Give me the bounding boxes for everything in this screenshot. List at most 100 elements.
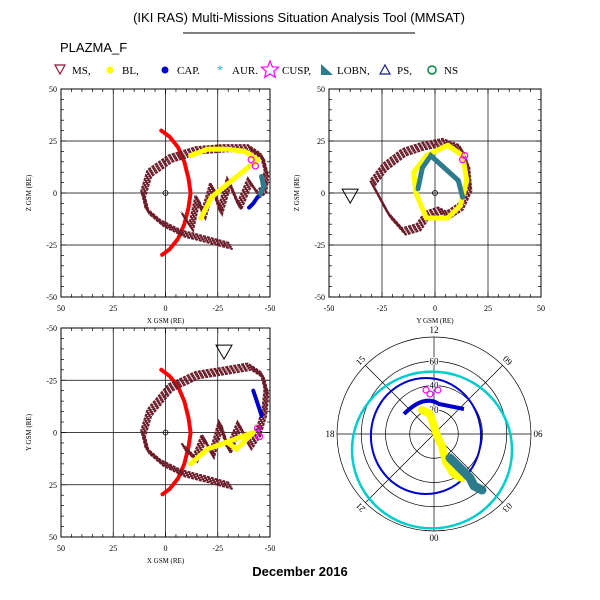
legend-label: CAP. [177,65,200,77]
cusp-point [255,433,264,441]
y-tick-label: 0 [53,429,57,438]
earth-marker [162,190,169,196]
panel-yz: -50 -25 0 25 50 50 25 0 -25 -50 Y GSM (RE) Z GSM (R… [293,85,545,325]
legend-item-ns: NS [427,65,458,77]
y-tick-label: 50 [49,85,57,94]
y-tick-label: 25 [49,137,57,146]
cap-oval [369,377,483,495]
cusp-point [253,424,262,432]
y-tick-label: -25 [46,376,57,385]
orbit-trace [372,143,473,236]
cusp-point [458,156,467,164]
x-tick-label: 25 [484,304,492,313]
cap-series [251,388,264,418]
mlt-hour-label: 21 [354,501,367,514]
x-tick-label: 50 [57,544,65,553]
spacecraft-marker [215,344,233,361]
dot-marker [161,66,169,74]
polar-cap-segment [402,398,465,416]
data-layer [369,137,473,236]
x-axis-label: Y GSM (RE) [416,317,454,325]
orbit-trace [142,366,269,488]
legend-item-ps: PS, [378,63,412,77]
bow-shock-series [159,128,193,258]
latitude-ring [385,385,483,483]
legend-label: AUR. [232,65,258,77]
x-axis-label: X GSM (RE) [147,557,185,565]
spacecraft-marker [341,188,360,205]
x-tick-label: 25 [109,544,117,553]
x-tick-label: -25 [377,304,388,313]
x-tick-label: 0 [164,304,168,313]
x-tick-label: 50 [57,304,65,313]
triangle-down-marker [53,64,67,76]
mlt-hour-label: 00 [430,533,440,543]
wedge-marker [321,64,333,75]
orbit-trace [143,368,270,490]
orbit-trace [141,364,267,486]
earth-marker [432,190,438,196]
x-axis-label: X GSM (RE) [147,317,185,325]
x-tick-label: 0 [164,544,168,553]
circle-marker [427,65,437,75]
y-tick-label: 25 [317,137,325,146]
polar-cusp-point [426,390,434,398]
x-tick-label: -25 [212,544,223,553]
latitude-ring [360,360,508,508]
legend-label: BL, [122,65,139,77]
data-layer [140,128,270,258]
y-tick-label: 0 [53,189,57,198]
x-tick-label: -50 [265,544,276,553]
x-tick-label: -50 [265,304,276,313]
figure-title: (IKI RAS) Multi-Missions Situation Analy… [133,10,465,25]
mlt-hour-label: 06 [534,429,544,439]
triangle-up-marker [378,63,392,75]
boundary-layer-series [188,430,256,467]
y-tick-label: 0 [321,189,325,198]
earth-marker [162,429,169,436]
date-label: December 2016 [252,564,347,579]
legend-label: MS, [72,65,91,77]
mission-label: PLAZMA_F [60,40,127,55]
cap-series [247,195,260,210]
ring-label: 60 [430,356,440,366]
y-tick-label: -50 [46,324,57,333]
polar-cusp-point [422,386,430,394]
y-axis-label: Z GSM (RE) [293,174,301,211]
data-layer [140,362,270,498]
legend-item-ms: MS, [53,64,91,77]
y-tick-label: 50 [317,85,325,94]
cusp-point [247,156,255,164]
y-tick-label: -25 [314,241,325,250]
asterisk-marker: * [217,62,223,78]
y-axis-label: Z GSM (RE) [25,174,33,211]
lobe-series [257,173,267,198]
legend-label: LOBN, [337,65,370,77]
boundary-layer-series [188,146,260,221]
y-tick-label: 25 [49,481,57,490]
ring-label: 40 [430,381,440,391]
legend-item-cap: CAP. [161,65,200,77]
latitude-ring [409,409,459,459]
y-tick-label: -50 [314,293,325,302]
x-tick-label: 25 [109,304,117,313]
latitude-ring [336,336,532,532]
mlt-hour-label: 18 [326,429,336,439]
panel-xy: 50 25 0 -25 -50 -50 -25 0 25 50 X GSM (RE) Y GSM (R… [25,324,275,565]
x-tick-label: -50 [324,304,335,313]
star-marker [259,59,281,79]
x-tick-label: -25 [212,304,223,313]
y-tick-label: -25 [46,241,57,250]
legend-item-aur: * AUR. [217,62,258,78]
x-tick-label: 50 [537,304,545,313]
y-tick-label: -50 [46,293,57,302]
polar-lobe [445,453,487,495]
mlt-hour-label: 12 [430,325,439,335]
legend-item-lobn: LOBN, [321,64,370,77]
lobe-series [415,151,466,200]
ring-label: 20 [430,405,440,415]
